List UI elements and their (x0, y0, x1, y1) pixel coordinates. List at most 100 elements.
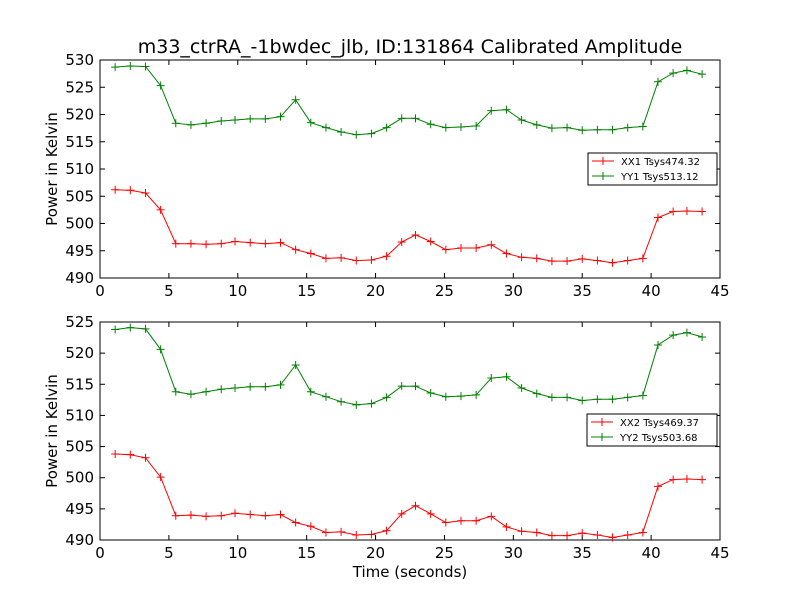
top-panel: 0 5 10 15 20 25 30 35 40 454904955005055105155205… (43, 51, 730, 300)
data-point (246, 382, 255, 391)
legend-swatch-marker (598, 418, 606, 426)
data-point (111, 185, 120, 194)
data-point (608, 395, 617, 404)
data-point (472, 390, 481, 399)
data-point (547, 257, 556, 266)
data-point (623, 393, 632, 402)
x-tick-label: 30 (504, 544, 523, 562)
x-tick-label: 35 (573, 544, 592, 562)
y-tick-label: 510 (65, 160, 94, 178)
data-point (426, 120, 435, 129)
data-point (682, 474, 691, 483)
data-point (669, 475, 678, 484)
y-tick-label: 515 (65, 133, 94, 151)
data-point (563, 531, 572, 540)
data-point (141, 62, 150, 71)
data-point (261, 382, 270, 391)
data-point (563, 123, 572, 132)
x-tick-label: 30 (504, 282, 523, 300)
data-point (231, 237, 240, 246)
data-point (202, 387, 211, 396)
x-tick-label: 35 (573, 282, 592, 300)
data-point (186, 239, 195, 248)
data-point (698, 475, 707, 484)
data-point (382, 393, 391, 402)
data-point (638, 122, 647, 131)
y-tick-label: 515 (65, 375, 94, 393)
data-point (487, 512, 496, 521)
y-tick-label: 525 (65, 313, 94, 331)
x-tick-label: 40 (642, 544, 661, 562)
y-tick-label: 510 (65, 406, 94, 424)
legend-box (586, 413, 718, 447)
y-tick-label: 500 (65, 469, 94, 487)
data-point (426, 389, 435, 398)
data-point (517, 253, 526, 262)
data-point (171, 239, 180, 248)
y-tick-label: 495 (65, 242, 94, 260)
data-point (532, 528, 541, 537)
data-point (276, 510, 285, 519)
data-point (397, 114, 406, 123)
data-point (186, 511, 195, 520)
data-point (202, 119, 211, 128)
data-point (411, 382, 420, 391)
data-point (487, 240, 496, 249)
data-point (472, 516, 481, 525)
data-point (472, 244, 481, 253)
data-point (261, 114, 270, 123)
data-point (397, 382, 406, 391)
legend-box (587, 152, 718, 186)
data-point (217, 511, 226, 520)
data-point (111, 63, 120, 72)
data-point (171, 119, 180, 128)
series-line-xx2 (115, 453, 703, 539)
y-tick-label: 490 (65, 531, 94, 549)
data-point (246, 510, 255, 519)
legend-label: YY1 Tsys513.12 (620, 172, 699, 183)
data-point (502, 522, 511, 531)
data-point (578, 396, 587, 405)
y-tick-label: 530 (65, 51, 94, 69)
data-point (126, 186, 135, 195)
data-point (306, 118, 315, 127)
data-point (382, 252, 391, 261)
data-point (532, 254, 541, 263)
x-tick-label: 15 (297, 544, 316, 562)
data-point (654, 213, 662, 222)
data-point (547, 124, 556, 133)
data-point (321, 254, 330, 263)
y-tick-label: 520 (65, 344, 94, 362)
y-axis-label: Power in Kelvin (43, 374, 61, 488)
x-tick-label: 5 (164, 544, 174, 562)
data-point (698, 70, 707, 79)
legend-label: XX1 Tsys474.32 (621, 157, 700, 168)
y-tick-label: 525 (65, 78, 94, 96)
data-point (487, 374, 496, 383)
data-point (456, 244, 465, 253)
y-tick-label: 495 (65, 500, 94, 518)
data-point (141, 188, 150, 197)
legend-swatch-marker (598, 433, 606, 441)
legend-label: YY2 Tsys503.68 (619, 433, 698, 444)
x-tick-label: 15 (297, 282, 316, 300)
data-point (156, 345, 165, 354)
data-point (337, 127, 346, 136)
data-point (517, 384, 526, 393)
data-point (563, 257, 572, 266)
data-point (171, 511, 180, 520)
data-point (397, 238, 406, 247)
data-point (638, 254, 647, 263)
data-point (547, 531, 556, 540)
data-point (321, 392, 330, 401)
data-point (456, 516, 465, 525)
data-point (502, 372, 511, 381)
data-point (517, 527, 526, 536)
series-line-xx1 (115, 189, 703, 264)
data-point (623, 256, 632, 265)
data-point (426, 237, 435, 246)
data-point (352, 400, 361, 409)
data-point (291, 360, 300, 369)
data-point (669, 331, 678, 340)
